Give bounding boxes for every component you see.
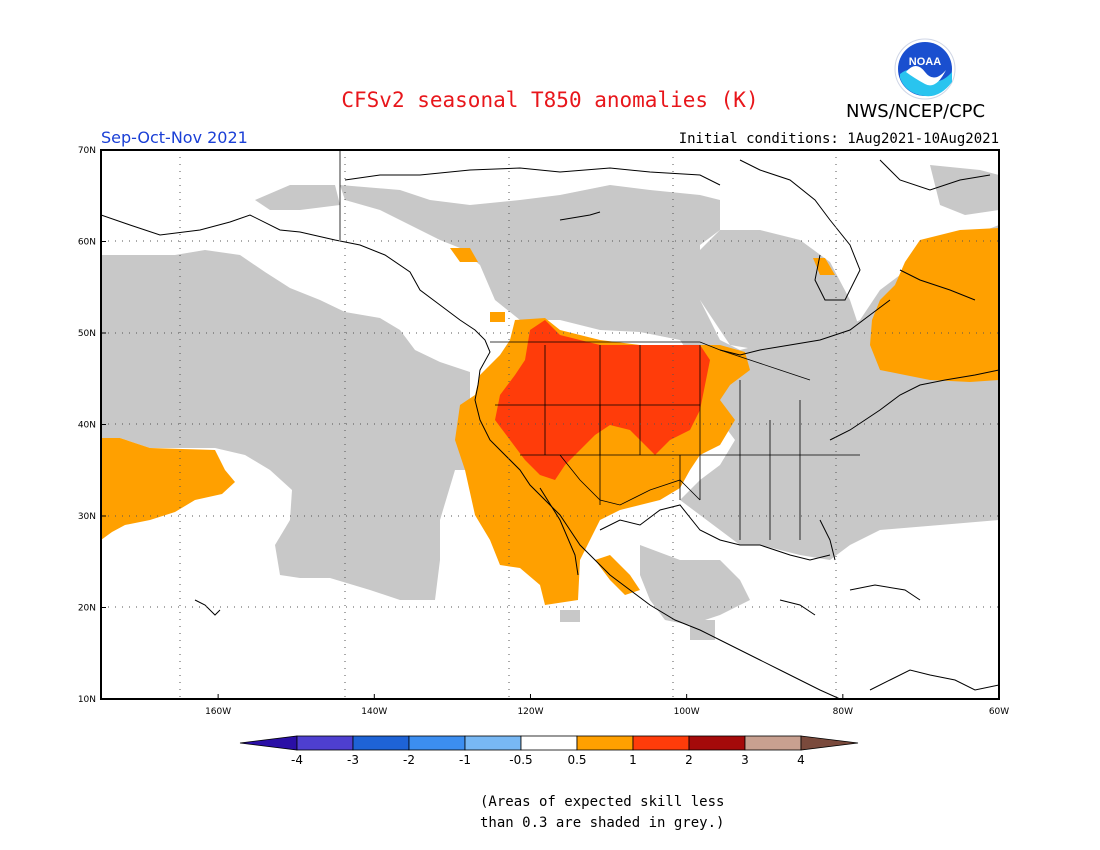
lon-tick-label: 120W <box>517 707 543 717</box>
political-borders <box>339 150 860 540</box>
colorbar-swatch <box>632 735 690 751</box>
lat-tick-label: 20N <box>78 604 96 614</box>
lon-tick-label: 80W <box>833 707 853 717</box>
lat-tick-label: 30N <box>78 512 96 522</box>
agency-label: NWS/NCEP/CPC <box>846 101 986 122</box>
colorbar-label: 0.5 <box>567 753 586 767</box>
noaa-logo-icon: NOAA <box>894 38 956 100</box>
season-label: Sep-Oct-Nov 2021 <box>101 128 248 147</box>
colorbar-label: 4 <box>797 753 805 767</box>
colorbar-swatch <box>296 735 354 751</box>
colorbar-label: -2 <box>403 753 415 767</box>
colorbar-label: -1 <box>459 753 471 767</box>
grey-skill-mask <box>101 165 999 640</box>
lat-tick-label: 40N <box>78 421 96 431</box>
colorbar-swatch <box>408 735 466 751</box>
longitude-tick-labels: 160W 140W 120W 100W 80W 60W <box>205 694 1009 717</box>
lat-tick-label: 70N <box>78 146 96 156</box>
colorbar-label: 1 <box>629 753 637 767</box>
colorbar-swatch <box>464 735 522 751</box>
colorbar-arrow-low <box>239 735 298 751</box>
lat-tick-label: 10N <box>78 695 96 705</box>
lat-tick-label: 60N <box>78 238 96 248</box>
colorbar-swatch <box>520 735 578 751</box>
lon-tick-label: 160W <box>205 707 231 717</box>
anomaly-1-to-2 <box>495 320 710 480</box>
noaa-logo-text: NOAA <box>909 56 941 68</box>
lon-tick-label: 100W <box>674 707 700 717</box>
colorbar-swatch <box>576 735 634 751</box>
anomaly-shading <box>101 165 999 640</box>
colorbar-label: -0.5 <box>509 753 532 767</box>
latitude-tick-labels: 70N 60N 50N 40N 30N 20N 10N <box>78 146 106 705</box>
colorbar-label: 2 <box>685 753 693 767</box>
colorbar-label: -3 <box>347 753 359 767</box>
chart-title: CFSv2 seasonal T850 anomalies (K) <box>341 88 759 112</box>
colorbar-swatch <box>688 735 746 751</box>
lon-tick-label: 140W <box>361 707 387 717</box>
colorbar-arrow-high <box>800 735 859 751</box>
coastlines <box>101 159 999 699</box>
skill-note-line-1: (Areas of expected skill less <box>480 794 725 810</box>
skill-note-line-2: than 0.3 are shaded in grey.) <box>480 815 725 831</box>
colorbar-label: -4 <box>291 753 303 767</box>
skill-note: (Areas of expected skill less than 0.3 a… <box>480 792 724 834</box>
lon-tick-label: 60W <box>989 707 1009 717</box>
colorbar-label: 3 <box>741 753 749 767</box>
colorbar-swatch <box>744 735 802 751</box>
lat-tick-label: 50N <box>78 329 96 339</box>
colorbar-swatch <box>352 735 410 751</box>
initial-conditions-label: Initial conditions: 1Aug2021-10Aug2021 <box>678 131 999 147</box>
graticule <box>101 150 999 699</box>
